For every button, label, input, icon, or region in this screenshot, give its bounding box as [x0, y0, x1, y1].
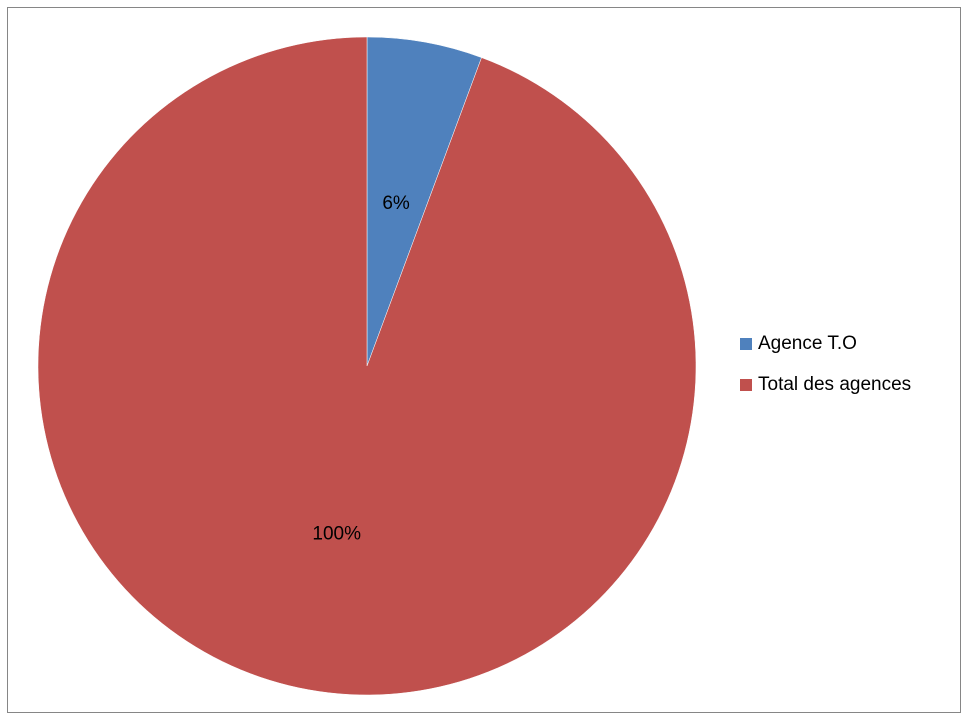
legend-label-total-des-agences: Total des agences: [758, 374, 912, 395]
legend-item-agence-to: Agence T.O: [740, 332, 911, 356]
pie-slice-total-des-agences: [37, 36, 697, 696]
legend-label-agence-to: Agence T.O: [758, 333, 857, 354]
legend-swatch-agence-to: [740, 338, 752, 350]
legend-item-total-des-agences: Total des agences: [740, 373, 911, 397]
data-label-total-des-agences: 100%: [312, 523, 361, 544]
data-label-agence-t-o: 6%: [382, 193, 410, 214]
legend: Agence T.O Total des agences: [740, 332, 911, 414]
legend-swatch-total-des-agences: [740, 379, 752, 391]
